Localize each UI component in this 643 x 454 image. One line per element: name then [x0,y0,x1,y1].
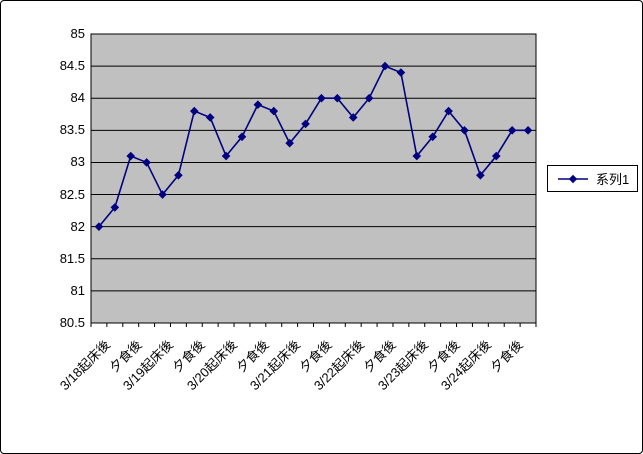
legend-series-marker-icon [558,174,588,183]
data-point-marker [317,93,326,103]
y-tick-label: 81 [70,282,85,298]
data-point-marker [507,126,517,135]
data-point-marker [491,151,501,161]
data-point-marker [301,119,310,129]
data-point-marker [158,190,167,199]
data-point-marker [396,68,406,77]
data-point-marker [476,170,485,180]
y-tick-label: 81.5 [59,250,85,266]
data-point-marker [110,203,120,212]
plot-background [90,33,537,324]
data-point-marker [364,93,374,103]
y-tick-label: 84.5 [59,58,85,74]
y-tick-label: 82.5 [59,186,85,202]
data-point-marker [174,170,183,180]
data-point-marker [269,106,279,116]
data-point-marker [142,158,151,167]
y-tick-label: 83.5 [59,122,85,138]
y-tick-label: 83 [70,154,85,170]
y-tick-label: 80.5 [59,315,85,330]
data-point-marker [460,126,469,135]
data-point-marker [333,93,342,103]
data-point-marker [126,151,136,161]
data-point-marker [348,113,358,122]
legend-series-label: 系列1 [596,172,630,187]
data-point-marker [428,132,438,142]
data-point-marker [94,222,104,231]
y-tick-label: 85 [70,26,85,41]
legend: 系列1 [547,165,638,192]
data-point-marker [523,126,533,135]
data-point-marker [444,106,453,116]
data-point-marker [237,132,247,142]
data-point-marker [412,151,422,161]
data-point-marker [221,151,231,161]
data-point-marker [253,100,263,109]
series-line [98,65,529,228]
data-point-marker [189,106,199,116]
data-point-marker [205,113,215,122]
data-point-marker [380,61,390,71]
y-tick-label: 82 [70,218,85,234]
data-point-marker [285,138,294,148]
y-tick-label: 84 [70,90,85,106]
